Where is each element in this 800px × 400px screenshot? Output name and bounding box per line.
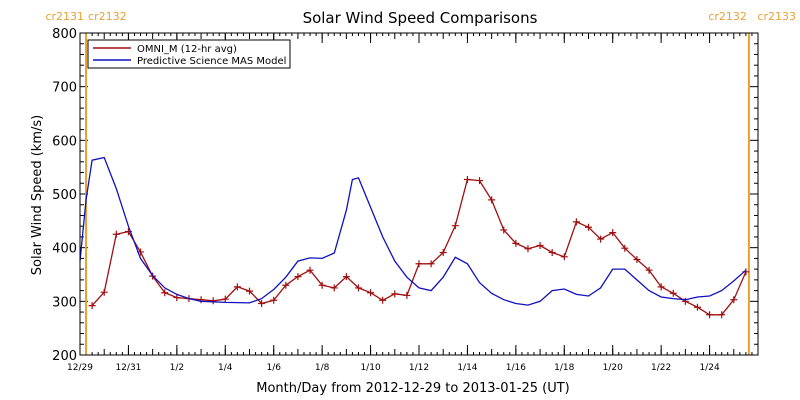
- data-point: [500, 226, 508, 234]
- series-line-0: [91, 178, 747, 316]
- x-tick-label: 1/6: [266, 363, 281, 373]
- data-point: [112, 230, 120, 238]
- data-point: [318, 281, 326, 289]
- carrington-label-right: cr2133: [757, 10, 796, 23]
- x-tick-label: 1/10: [360, 363, 380, 373]
- legend-box: [87, 39, 291, 69]
- data-point: [367, 289, 375, 297]
- legend: OMNI_M (12-hr avg)Predictive Science MAS…: [87, 39, 291, 69]
- legend-label: Predictive Science MAS Model: [137, 56, 286, 67]
- x-tick-label: 1/12: [409, 363, 429, 373]
- y-tick-label: 500: [52, 188, 77, 203]
- carrington-label-left: cr2131: [45, 10, 84, 23]
- y-tick-label: 700: [52, 81, 77, 96]
- data-point: [693, 303, 701, 311]
- y-tick-label: 200: [52, 349, 77, 364]
- data-point: [488, 196, 496, 204]
- y-tick-label: 800: [52, 27, 77, 42]
- y-tick-label: 600: [52, 134, 77, 149]
- data-point: [270, 296, 278, 304]
- data-point: [427, 260, 435, 268]
- carrington-label-left: cr2132: [708, 10, 747, 23]
- data-point: [379, 296, 387, 304]
- x-tick-label: 1/2: [170, 363, 184, 373]
- x-tick-label: 1/8: [315, 363, 330, 373]
- x-tick-label: 1/20: [603, 363, 623, 373]
- data-point: [730, 296, 738, 304]
- x-tick-label: 1/24: [699, 363, 719, 373]
- data-point: [476, 177, 484, 185]
- data-point: [330, 284, 338, 292]
- carrington-label-right: cr2132: [88, 10, 127, 23]
- data-point: [609, 229, 617, 237]
- data-point: [560, 253, 568, 261]
- x-tick-label: 1/4: [218, 363, 233, 373]
- data-point: [657, 283, 665, 291]
- data-point: [524, 245, 532, 253]
- x-axis-label: Month/Day from 2012-12-29 to 2013-01-25 …: [256, 381, 569, 396]
- series-layer: [79, 156, 750, 319]
- y-tick-label: 300: [52, 295, 77, 310]
- y-tick-label: 400: [52, 242, 77, 257]
- x-tick-label: 12/31: [115, 363, 141, 373]
- data-point: [197, 296, 205, 304]
- legend-label: OMNI_M (12-hr avg): [137, 44, 237, 55]
- data-point: [621, 244, 629, 252]
- data-point: [161, 289, 169, 297]
- data-point: [706, 311, 714, 319]
- data-point: [342, 273, 350, 281]
- series-line-1: [79, 156, 747, 306]
- data-point: [718, 311, 726, 319]
- data-point: [173, 294, 181, 302]
- chart-title: Solar Wind Speed Comparisons: [303, 9, 538, 27]
- data-point: [548, 248, 556, 256]
- data-point: [597, 235, 605, 243]
- plot-frame: [79, 32, 759, 356]
- axis-layer: 200 300 400 500 600 700 800 12/29 12/31 1/2 1/4 1/6…: [52, 27, 759, 373]
- data-point: [221, 295, 229, 303]
- data-point: [354, 284, 362, 292]
- data-point: [306, 266, 314, 274]
- data-point: [512, 239, 520, 247]
- data-point: [88, 302, 96, 310]
- data-point: [451, 222, 459, 230]
- data-point: [585, 223, 592, 231]
- data-point: [669, 289, 677, 297]
- data-point: [463, 176, 471, 184]
- data-point: [415, 260, 423, 268]
- data-point: [681, 297, 689, 305]
- data-point: [572, 218, 580, 226]
- data-point: [246, 287, 253, 295]
- x-tick-label: 1/14: [457, 363, 477, 373]
- data-point: [633, 255, 641, 263]
- x-tick-label: 1/22: [651, 363, 671, 373]
- y-axis-label: Solar Wind Speed (km/s): [30, 115, 45, 275]
- data-point: [258, 299, 266, 307]
- x-tick-label: 12/29: [67, 363, 93, 373]
- data-point: [233, 283, 241, 291]
- data-point: [536, 242, 544, 250]
- data-point: [294, 273, 302, 281]
- x-tick-label: 1/16: [506, 363, 526, 373]
- data-point: [391, 290, 399, 298]
- data-point: [100, 288, 108, 296]
- data-point: [439, 248, 447, 256]
- x-tick-label: 1/18: [554, 363, 574, 373]
- carrington-markers: cr2131 cr2132 cr2133 cr2132: [45, 10, 796, 355]
- data-point: [209, 297, 217, 305]
- data-point: [645, 266, 653, 274]
- data-point: [403, 291, 411, 299]
- data-point: [282, 281, 290, 289]
